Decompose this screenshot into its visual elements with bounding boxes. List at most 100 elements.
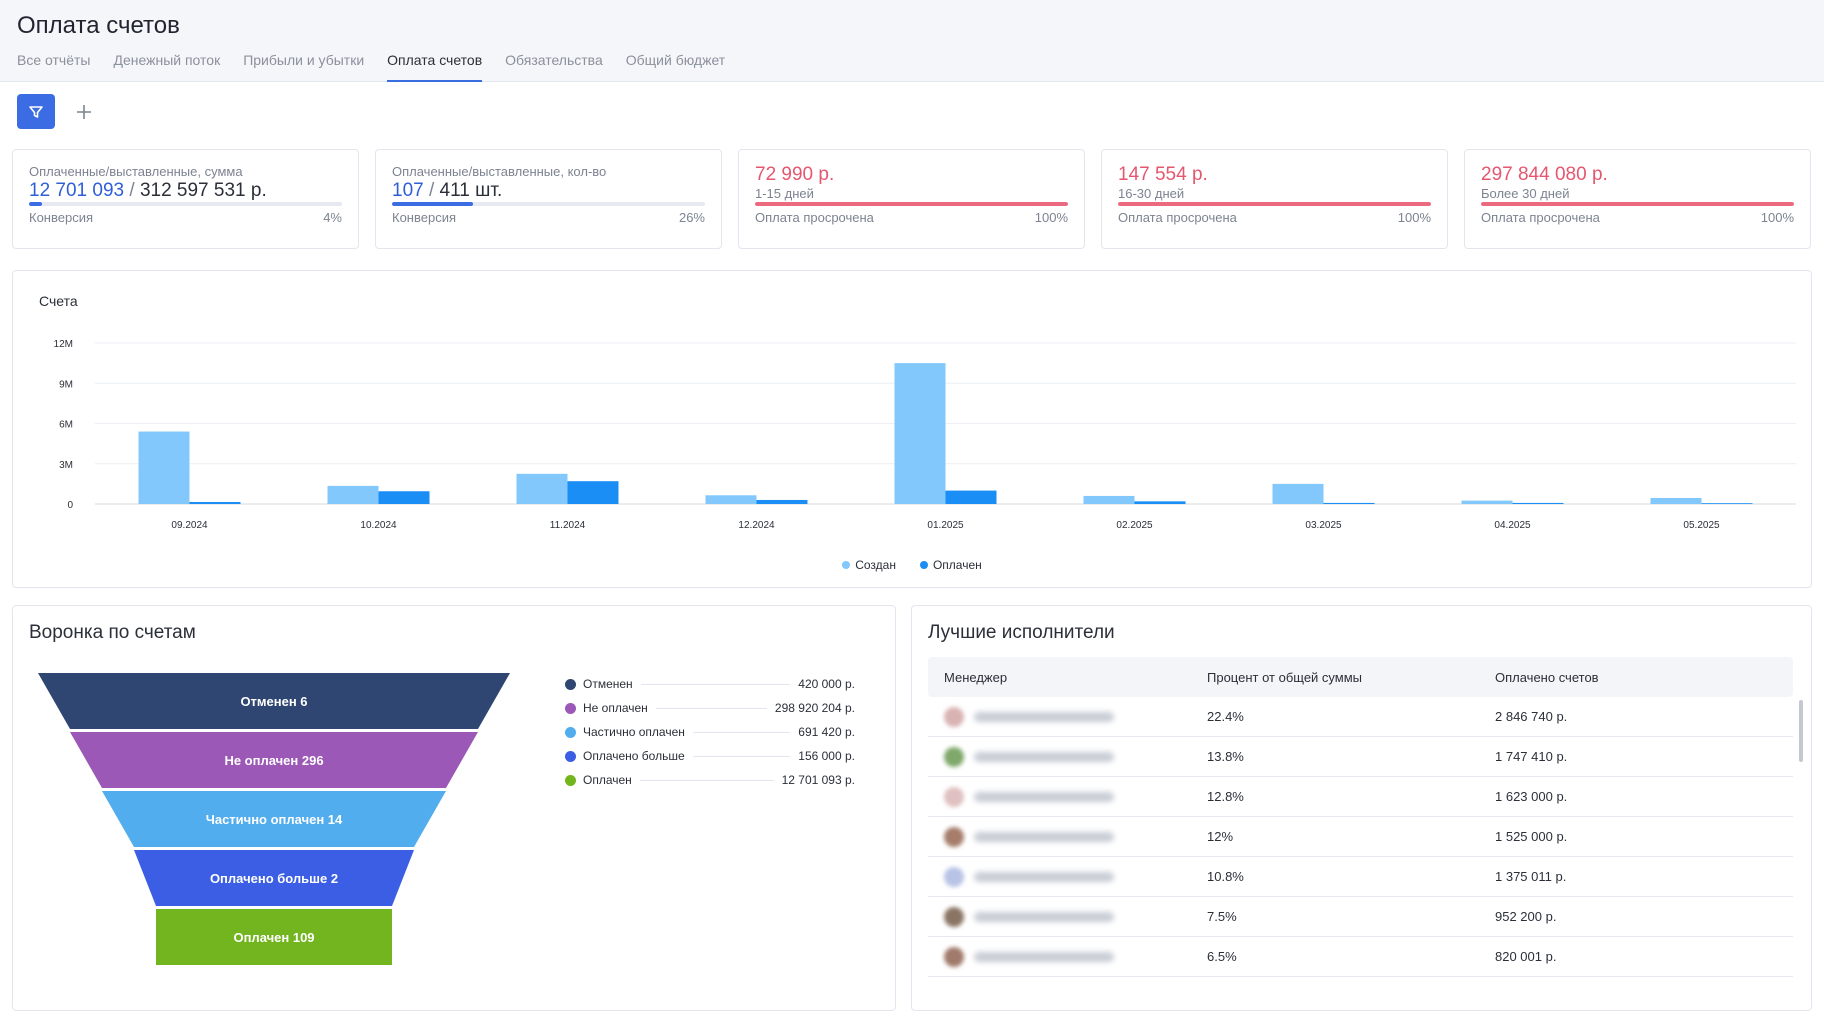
tab-cash-flow[interactable]: Денежный поток: [113, 52, 221, 68]
x-tick-label: 05.2025: [1683, 520, 1720, 531]
kpi-paid-value: 12 701 093: [29, 180, 125, 201]
manager-name-redacted: [974, 951, 1114, 962]
kpi-row: Оплаченные/выставленные, сумма 12 701 09…: [12, 149, 1811, 249]
kpi-progress-bar: [1118, 202, 1431, 206]
top-performers-card: Лучшие исполнители Менеджер Процент от о…: [911, 605, 1812, 1011]
kpi-total-value: 411 шт.: [439, 180, 503, 201]
kpi-foot-label: Оплата просрочена: [755, 210, 874, 225]
kpi-overdue-value: 72 990 р.: [755, 164, 835, 185]
leader-line: [692, 755, 791, 757]
kpi-progress-fill: [29, 202, 42, 206]
kpi-separator: /: [129, 180, 135, 201]
table-row[interactable]: 22.4% 2 846 740 р.: [928, 697, 1793, 737]
kpi-overdue-period: Более 30 дней: [1481, 186, 1570, 201]
kpi-overdue-value: 297 844 080 р.: [1481, 164, 1608, 185]
funnel-legend-row: Оплачен 12 701 093 р.: [565, 768, 855, 792]
table-scrollbar[interactable]: [1799, 700, 1803, 762]
table-row[interactable]: 13.8% 1 747 410 р.: [928, 737, 1793, 777]
kpi-foot-label: Оплата просрочена: [1118, 210, 1237, 225]
kpi-foot-value: 100%: [1760, 210, 1794, 225]
kpi-progress-bar: [392, 202, 705, 206]
legend-value: 691 420 р.: [798, 725, 855, 739]
avatar: [944, 866, 964, 887]
funnel-legend: Отменен 420 000 р. Не оплачен 298 920 204 …: [565, 672, 855, 792]
manager-cell: [928, 786, 1207, 807]
y-tick-label: 3M: [59, 460, 73, 471]
table-row[interactable]: 7.5% 952 200 р.: [928, 897, 1793, 937]
x-tick-label: 11.2024: [550, 520, 586, 531]
legend-item-paid[interactable]: Оплачен: [919, 558, 982, 572]
table-row[interactable]: 6.5% 820 001 р.: [928, 937, 1793, 977]
kpi-progress-bar: [29, 202, 342, 206]
percent-cell: 22.4%: [1207, 709, 1244, 724]
kpi-total-value: 312 597 531 р.: [139, 180, 267, 201]
legend-dot: [919, 561, 928, 569]
column-header-paid[interactable]: Оплачено счетов: [1495, 669, 1599, 685]
kpi-card-overdue-1-15: 72 990 р. 1-15 дней Оплата просрочена 100…: [738, 149, 1085, 249]
leader-line: [639, 779, 774, 781]
bar-created: [894, 363, 946, 504]
table-row[interactable]: 12% 1 525 000 р.: [928, 817, 1793, 857]
manager-cell: [928, 906, 1207, 927]
leader-line: [640, 683, 791, 685]
kpi-card-overdue-30-plus: 297 844 080 р. Более 30 дней Оплата прос…: [1464, 149, 1811, 249]
invoices-chart-card: Счета 0 3M 6M 9M 12M 09.2024 10.2024 11.2024 12.…: [12, 270, 1812, 588]
table-row[interactable]: 10.8% 1 375 011 р.: [928, 857, 1793, 897]
add-button[interactable]: [69, 97, 99, 127]
column-header-percent[interactable]: Процент от общей суммы: [1207, 669, 1362, 685]
table-body: 22.4% 2 846 740 р. 13.8% 1 747 410 р. 12.8% 1…: [928, 697, 1793, 977]
bar-paid: [1134, 501, 1186, 504]
legend-dot: [565, 750, 576, 762]
legend-item-created[interactable]: Создан: [842, 558, 896, 572]
kpi-card-count: Оплаченные/выставленные, кол-во 107 / 41…: [375, 149, 722, 249]
manager-name-redacted: [974, 751, 1114, 762]
avatar: [944, 826, 964, 847]
kpi-paid-value: 107: [392, 180, 424, 201]
kpi-footer: Конверсия 26%: [392, 210, 705, 225]
chart-title: Счета: [39, 293, 78, 309]
legend-label: Не оплачен: [583, 701, 648, 715]
legend-label: Частично оплачен: [583, 725, 685, 739]
paid-cell: 952 200 р.: [1495, 909, 1557, 924]
manager-cell: [928, 746, 1207, 767]
funnel-legend-row: Отменен 420 000 р.: [565, 672, 855, 696]
kpi-progress-bar: [755, 202, 1068, 206]
y-tick-label: 12M: [54, 339, 73, 350]
percent-cell: 6.5%: [1207, 949, 1237, 964]
funnel-stage: [134, 850, 414, 906]
filter-icon: [29, 105, 43, 118]
manager-name-redacted: [974, 911, 1114, 922]
legend-dot: [565, 726, 576, 738]
avatar: [944, 906, 964, 927]
funnel-stage-label: Оплачено больше 2: [210, 871, 338, 886]
plus-icon: [77, 104, 91, 119]
bar-paid: [189, 501, 241, 504]
kpi-progress-fill: [1481, 202, 1794, 206]
tab-liabilities[interactable]: Обязательства: [505, 52, 603, 68]
tab-profit-loss[interactable]: Прибыли и убытки: [243, 52, 365, 68]
table-row[interactable]: 12.8% 1 623 000 р.: [928, 777, 1793, 817]
tab-invoice-payment[interactable]: Оплата счетов: [387, 50, 483, 82]
toolbar: [17, 94, 99, 129]
tab-all-reports[interactable]: Все отчёты: [17, 52, 91, 68]
chart-legend: Создан Оплачен: [13, 558, 1811, 572]
legend-label: Оплачено больше: [583, 749, 685, 763]
manager-name-redacted: [974, 871, 1114, 882]
funnel-stage-label: Не оплачен 296: [224, 753, 323, 768]
paid-cell: 1 623 000 р.: [1495, 789, 1568, 804]
tab-total-budget[interactable]: Общий бюджет: [625, 52, 726, 68]
bar-created: [705, 495, 757, 504]
column-header-manager[interactable]: Менеджер: [944, 669, 1008, 685]
paid-cell: 820 001 р.: [1495, 949, 1557, 964]
x-tick-label: 09.2024: [171, 520, 208, 531]
legend-dot: [565, 678, 576, 690]
manager-name-redacted: [974, 831, 1114, 842]
avatar: [944, 786, 964, 807]
kpi-foot-value: 26%: [678, 210, 705, 225]
kpi-footer: Оплата просрочена 100%: [1118, 210, 1431, 225]
funnel-stage: [70, 732, 478, 788]
filter-button[interactable]: [17, 94, 55, 129]
funnel-stage-label: Отменен 6: [240, 694, 307, 709]
legend-dot: [565, 702, 576, 714]
manager-name-redacted: [974, 791, 1114, 802]
